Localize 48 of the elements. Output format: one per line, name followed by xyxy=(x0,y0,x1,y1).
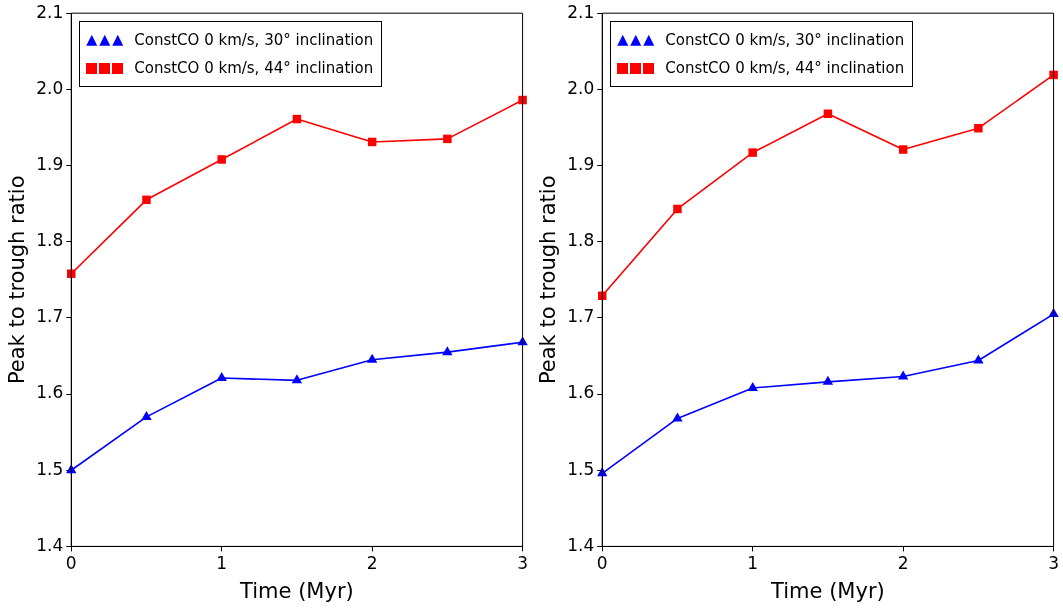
x-tick-label: 3 xyxy=(517,553,529,574)
point xyxy=(822,375,834,385)
y-tick-label: 1.8 xyxy=(36,230,64,251)
point xyxy=(897,370,909,380)
point xyxy=(443,134,452,144)
y-tick-label: 1.5 xyxy=(36,458,64,479)
point xyxy=(747,381,758,391)
point xyxy=(366,353,378,363)
x-tick-label: 0 xyxy=(65,553,77,574)
point xyxy=(141,410,152,420)
y-axis-title: Peak to trough ratio xyxy=(536,175,561,385)
point xyxy=(442,346,453,356)
x-tick-label: 1 xyxy=(216,553,228,574)
point xyxy=(673,204,682,214)
x-tick-label: 0 xyxy=(596,553,608,574)
y-tick-label: 1.5 xyxy=(567,458,595,479)
legend-label: ConstCO 0 km/s, 44° inclination xyxy=(665,59,905,78)
point xyxy=(217,155,226,164)
x-tick-label: 2 xyxy=(366,553,378,574)
x-tick-label: 2 xyxy=(897,553,909,574)
y-tick-label: 1.7 xyxy=(567,306,595,327)
y-tick-label: 1.7 xyxy=(36,306,64,327)
y-tick-label: 2.1 xyxy=(36,1,64,22)
legend-label: ConstCO 0 km/s, 30° inclination xyxy=(665,31,905,50)
y-tick-label: 2.1 xyxy=(567,1,595,22)
y-tick-label: 1.4 xyxy=(36,534,64,555)
point xyxy=(142,195,151,205)
y-tick-label: 1.6 xyxy=(36,382,64,403)
y-tick-label: 1.9 xyxy=(567,153,595,174)
y-tick-label: 2.0 xyxy=(36,77,64,98)
y-tick-label: 1.9 xyxy=(36,153,64,174)
y-axis-title: Peak to trough ratio xyxy=(5,175,30,385)
point xyxy=(748,148,757,157)
point xyxy=(898,145,908,154)
point xyxy=(974,123,983,133)
y-tick-label: 1.4 xyxy=(567,534,595,555)
legend-label: ConstCO 0 km/s, 30° inclination xyxy=(134,31,374,50)
y-tick-label: 2.0 xyxy=(567,77,595,98)
point xyxy=(291,374,303,384)
y-tick-label: 1.6 xyxy=(567,382,595,403)
x-tick-label: 3 xyxy=(1048,553,1060,574)
point xyxy=(973,354,984,364)
x-tick-label: 1 xyxy=(747,553,759,574)
y-tick-label: 1.8 xyxy=(567,230,595,251)
x-axis-title: Time (Myr) xyxy=(770,578,885,603)
legend-label: ConstCO 0 km/s, 44° inclination xyxy=(134,59,374,78)
x-axis-title: Time (Myr) xyxy=(239,578,354,603)
point xyxy=(216,372,227,382)
